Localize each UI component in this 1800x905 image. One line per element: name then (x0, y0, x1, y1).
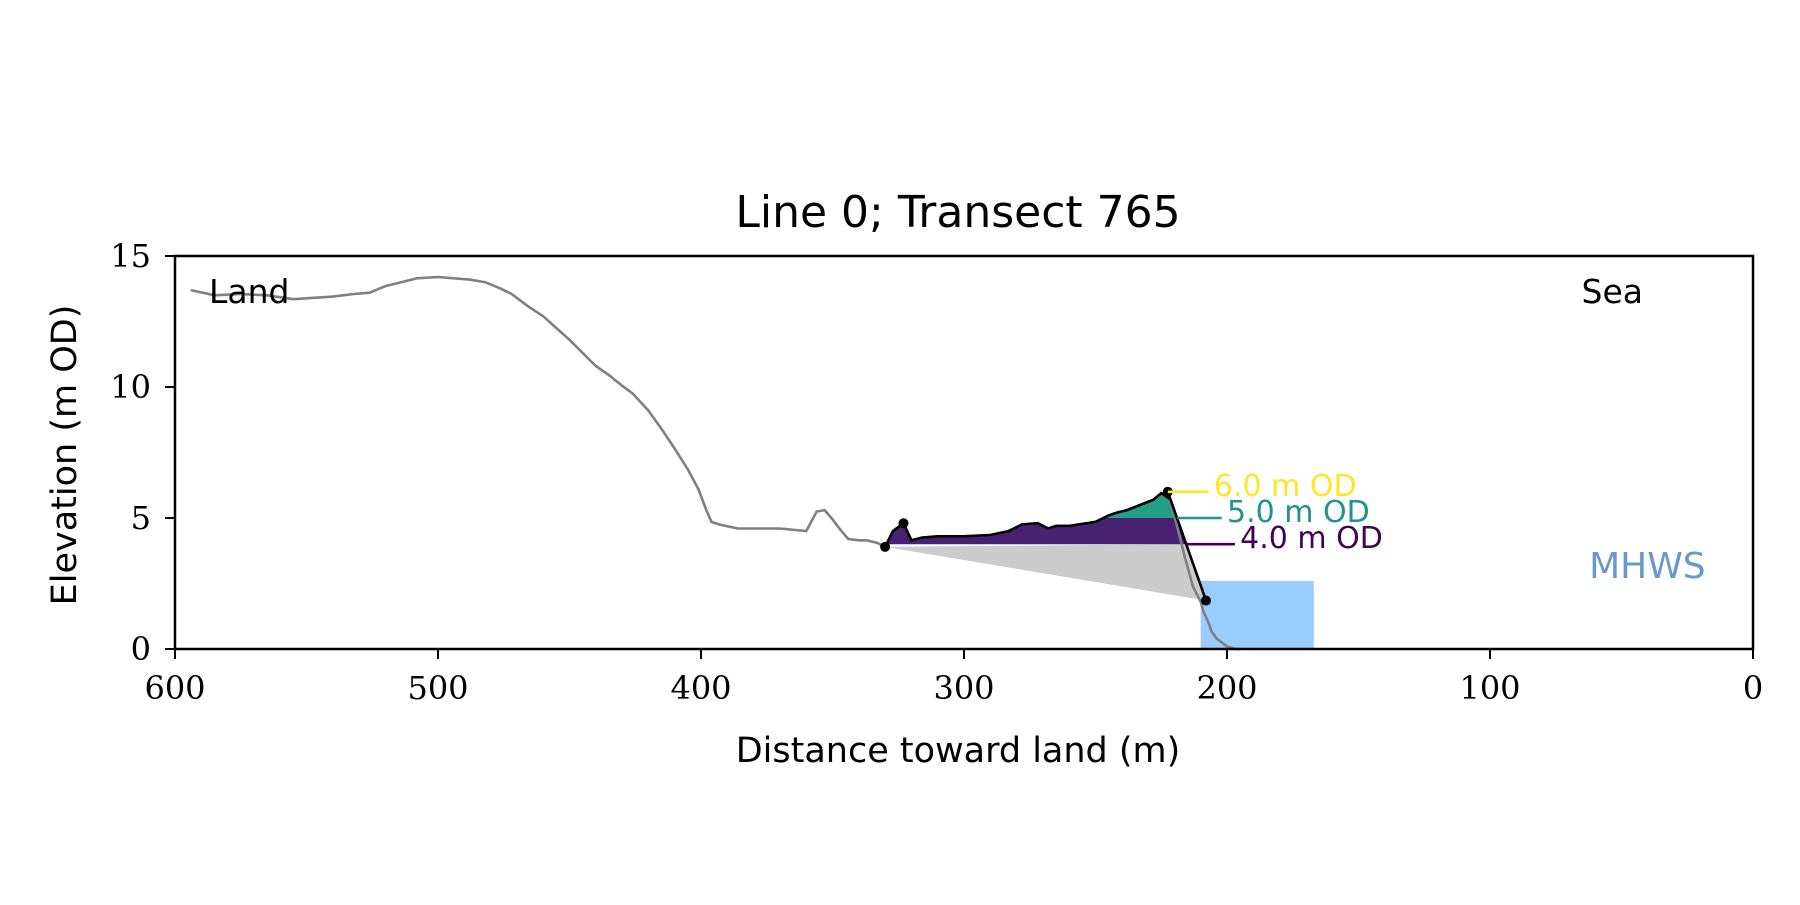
x-tick-label: 200 (1196, 669, 1257, 707)
land-label: Land (209, 272, 289, 311)
x-axis-label: Distance toward land (m) (736, 731, 1181, 771)
elevation-profile-line (190, 275, 1241, 651)
x-tick-label: 100 (1459, 669, 1520, 707)
level-label: 6.0 m OD (1214, 469, 1357, 504)
mhws-area (1200, 580, 1314, 649)
y-tick-label: 15 (110, 237, 151, 275)
x-tick-label: 0 (1743, 669, 1763, 707)
chart-title: Line 0; Transect 765 (735, 187, 1180, 238)
axis-ticks: 600 500 400 300 200 100 0 0 5 10 15 (110, 237, 1763, 707)
cross-section-wedge (885, 544, 1206, 601)
profile-marker (898, 518, 909, 529)
mhws-label: MHWS (1589, 546, 1706, 587)
y-tick-label: 0 (131, 630, 151, 668)
y-tick-label: 10 (110, 368, 151, 406)
x-tick-label: 400 (670, 669, 731, 707)
level-4-fill (885, 491, 1187, 545)
profile-marker (1200, 595, 1211, 606)
level-label: 4.0 m OD (1240, 521, 1383, 556)
x-tick-label: 300 (933, 669, 994, 707)
x-tick-label: 600 (144, 669, 205, 707)
profile-marker (880, 541, 891, 552)
plot-marks: 4.0 m OD5.0 m OD6.0 m OD MHWS (190, 275, 1706, 651)
sea-label: Sea (1582, 272, 1643, 311)
x-tick-label: 500 (407, 669, 468, 707)
profile-outline (883, 491, 1208, 601)
level-label: 5.0 m OD (1227, 495, 1370, 530)
y-axis-label: Elevation (m OD) (45, 305, 85, 606)
y-tick-label: 5 (131, 499, 151, 537)
plot-area-frame (173, 254, 1755, 651)
